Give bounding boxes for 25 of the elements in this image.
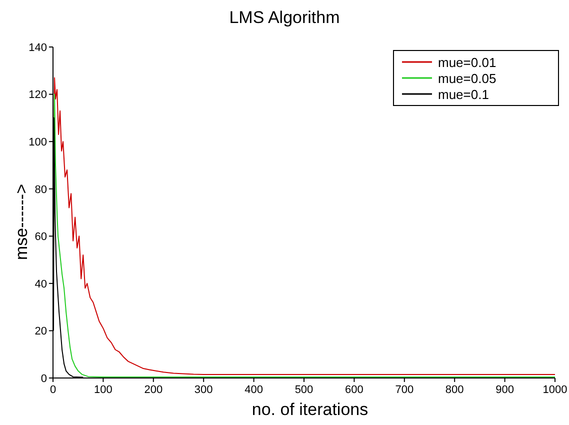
y-tick-label: 40 [34,278,47,290]
x-tick-label: 200 [144,384,163,396]
x-tick-label: 700 [395,384,414,396]
y-tick-label: 120 [28,89,47,102]
legend-label: mue=0.05 [438,70,496,86]
x-tick-label: 900 [496,384,514,396]
x-tick-label: 100 [94,384,112,396]
y-axis-title: mse------> [12,184,32,260]
x-tick-label: 300 [194,384,213,396]
legend-label: mue=0.1 [438,86,489,102]
y-tick-label: 60 [34,231,47,244]
legend-label: mue=0.01 [438,54,496,70]
x-tick-label: 400 [244,384,263,396]
x-axis-title: no. of iterations [250,400,370,420]
y-tick-label: 140 [28,42,47,54]
x-tick-label: 1000 [542,384,568,396]
x-tick-label: 600 [345,384,364,396]
y-tick-label: 20 [34,326,47,338]
x-tick-label: 500 [294,384,314,396]
chart-title: LMS Algorithm [228,8,341,28]
y-tick-label: 80 [34,184,47,196]
x-tick-label: 0 [50,384,56,396]
y-tick-label: 100 [28,136,47,148]
y-tick-label: 0 [40,372,47,385]
x-tick-label: 800 [445,384,464,396]
